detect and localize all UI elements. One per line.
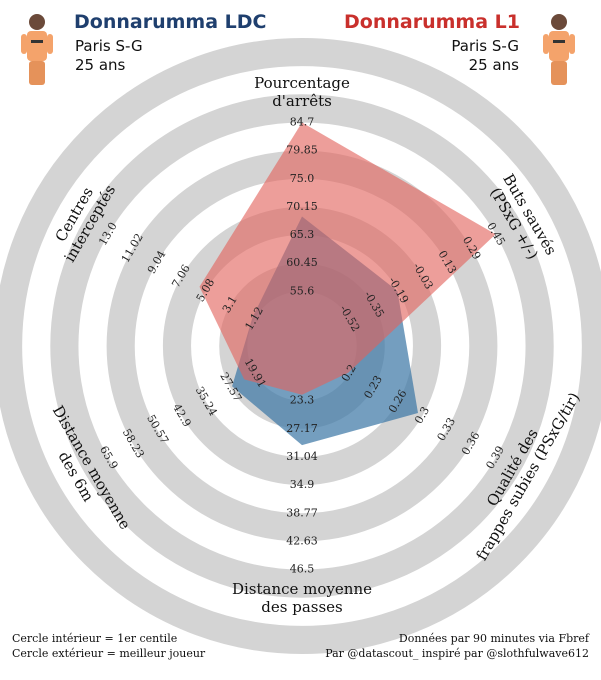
radar-ring (0, 38, 601, 654)
tick-label: 75.0 (290, 172, 315, 185)
axis-label-line: des passes (261, 598, 342, 616)
tick-label: 65.3 (290, 228, 315, 241)
right-player-club: Paris S-G (451, 37, 519, 55)
footer-credit: Par @datascout_ inspiré par @slothfulwav… (325, 647, 589, 660)
player-silhouette-icon (21, 14, 53, 85)
left-player-avatar (18, 12, 56, 90)
tick-label: 34.9 (290, 478, 315, 491)
radar-series-l1 (199, 122, 496, 395)
footer-right: Données par 90 minutes via Fbref Par @da… (325, 631, 589, 661)
right-player-age: 25 ans (468, 56, 519, 74)
right-player-name: Donnarumma L1 (344, 11, 520, 33)
axis-label-line: Pourcentage (254, 74, 350, 92)
tick-label: 23.3 (290, 394, 315, 407)
tick-label: 79.85 (286, 144, 318, 157)
left-player-name: Donnarumma LDC (74, 11, 267, 33)
axis-label-line: Distance moyenne (232, 580, 372, 598)
tick-label: 84.7 (290, 116, 315, 129)
tick-label: 31.04 (286, 450, 318, 463)
footer-outer-circle-note: Cercle extérieur = meilleur joueur (12, 647, 206, 660)
left-player-age: 25 ans (75, 56, 126, 74)
player-silhouette-icon (543, 14, 575, 85)
tick-label: 46.5 (290, 563, 315, 576)
left-player-club: Paris S-G (75, 37, 143, 55)
tick-label: 55.6 (290, 284, 315, 297)
footer-left: Cercle intérieur = 1er centile Cercle ex… (12, 631, 205, 661)
tick-label: 70.15 (286, 200, 318, 213)
radar-ring (50, 94, 554, 598)
footer-inner-circle-note: Cercle intérieur = 1er centile (12, 632, 178, 645)
tick-label: 27.17 (286, 422, 318, 435)
right-player-avatar (540, 12, 578, 90)
tick-label: 38.77 (286, 506, 318, 519)
tick-label: 60.45 (286, 256, 318, 269)
footer-data-source: Données par 90 minutes via Fbref (398, 632, 589, 645)
tick-label: 42.63 (286, 534, 318, 547)
axis-label-line: d'arrêts (272, 92, 332, 110)
